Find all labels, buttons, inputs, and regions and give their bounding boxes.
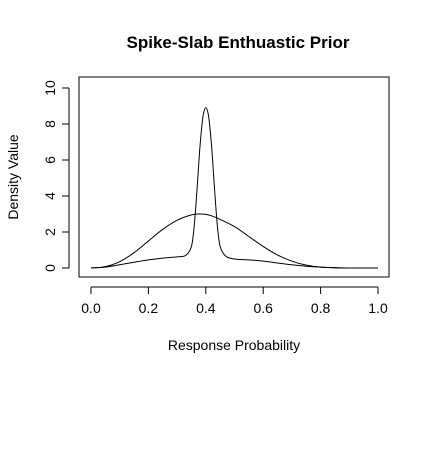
x-tick-label: 0.6 — [253, 300, 273, 316]
density-curve-2 — [90, 107, 378, 269]
x-axis-label: Response Probability — [168, 337, 300, 353]
x-tick-label: 0.8 — [311, 300, 331, 316]
plot-curves — [90, 107, 378, 269]
y-axis-label: Density Value — [5, 134, 21, 220]
y-tick-label: 0 — [42, 264, 58, 272]
y-tick-label: 10 — [42, 80, 58, 96]
y-tick-label: 2 — [42, 228, 58, 236]
x-axis: 0.0 0.2 0.4 0.6 0.8 1.0 — [81, 286, 388, 316]
x-tick-label: 0.2 — [139, 300, 159, 316]
y-tick-label: 8 — [42, 120, 58, 128]
y-tick-label: 4 — [42, 192, 58, 200]
x-tick-label: 1.0 — [368, 300, 388, 316]
y-axis: 0 2 4 6 8 10 — [42, 80, 70, 272]
x-tick-label: 0.4 — [196, 300, 216, 316]
plot-frame — [78, 76, 390, 278]
density-curve-1 — [90, 213, 378, 269]
x-tick-label: 0.0 — [81, 300, 101, 316]
y-tick-label: 6 — [42, 156, 58, 164]
chart-title: Spike-Slab Enthuastic Prior — [127, 33, 350, 52]
